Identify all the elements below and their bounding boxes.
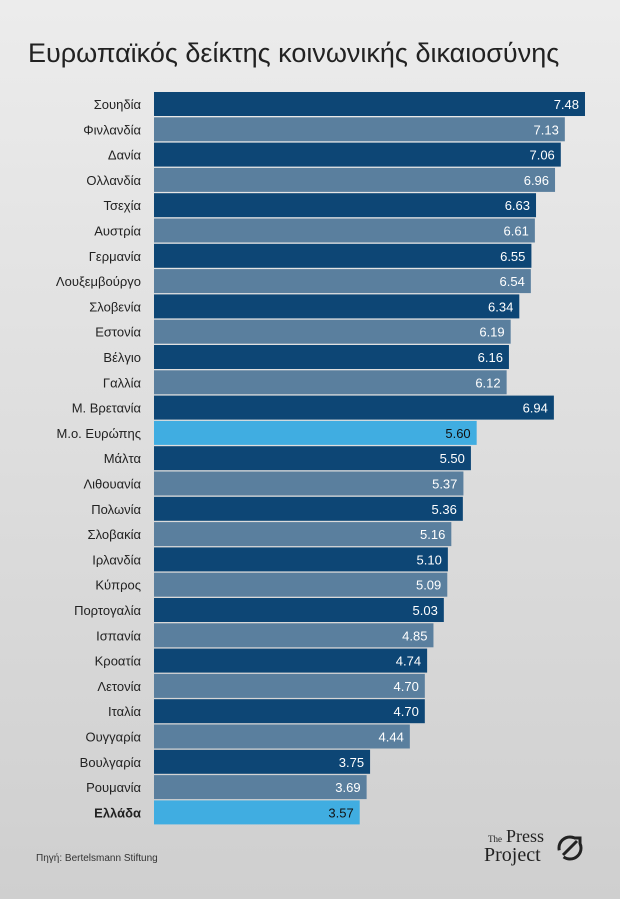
bar — [154, 243, 532, 268]
category-label: Κροατία — [95, 654, 142, 669]
bar — [154, 92, 585, 116]
value-label: 6.19 — [479, 325, 504, 340]
category-label: Σλοβακία — [88, 527, 142, 542]
category-label: Γαλλία — [103, 375, 142, 390]
value-label: 5.36 — [432, 502, 457, 517]
bar — [154, 749, 371, 774]
category-label: Φινλανδία — [83, 122, 141, 137]
press-project-logo: The Press Project — [484, 826, 604, 878]
value-label: 5.50 — [440, 451, 465, 466]
category-label: Σλοβενία — [89, 299, 141, 314]
bar — [154, 395, 554, 420]
value-label: 6.55 — [500, 249, 525, 264]
source-note: Πηγή: Bertelsmann Stiftung — [36, 853, 158, 864]
bar — [154, 471, 464, 496]
logo-press: Press — [506, 826, 545, 846]
value-label: 7.06 — [529, 148, 554, 163]
category-label: Λετονία — [97, 679, 141, 694]
category-label: Κύπρος — [95, 578, 141, 593]
bar — [154, 420, 477, 445]
value-label: 4.44 — [379, 730, 404, 745]
value-label: 3.75 — [339, 755, 364, 770]
bar — [154, 522, 452, 547]
category-label: Βουλγαρία — [80, 755, 142, 770]
category-label: Μ. Βρετανία — [72, 401, 142, 416]
bar — [154, 117, 565, 142]
bar — [154, 724, 410, 749]
value-label: 6.54 — [500, 274, 525, 289]
value-label: 6.96 — [524, 173, 549, 188]
value-label: 5.09 — [416, 578, 441, 593]
value-label: 7.48 — [554, 97, 579, 112]
category-label: Μάλτα — [104, 451, 142, 466]
category-label: Σουηδία — [94, 97, 142, 112]
value-label: 6.63 — [505, 198, 530, 213]
bar — [154, 547, 448, 572]
value-label: 5.10 — [417, 552, 442, 567]
category-label: Ιταλία — [108, 704, 141, 719]
value-label: 5.60 — [445, 426, 470, 441]
bar — [154, 345, 509, 369]
bar — [154, 648, 428, 673]
value-label: 4.74 — [396, 654, 421, 669]
category-label: Ρουμανία — [86, 780, 141, 795]
bar — [154, 167, 556, 192]
logo-the: The — [488, 834, 502, 844]
category-label: Πολωνία — [91, 502, 141, 517]
category-label: Εστονία — [95, 325, 141, 340]
value-label: 4.70 — [394, 704, 419, 719]
bar — [154, 446, 471, 471]
category-label: Ελλάδα — [94, 805, 141, 820]
value-label: 4.70 — [394, 679, 419, 694]
bar — [154, 370, 507, 395]
category-label: Ολλανδία — [86, 173, 141, 188]
value-label: 5.16 — [420, 527, 445, 542]
value-label: 3.57 — [328, 805, 353, 820]
category-label: Βέλγιο — [103, 350, 141, 365]
value-label: 6.34 — [488, 299, 513, 314]
bar — [154, 269, 531, 294]
bar — [154, 193, 537, 218]
logo-mark-icon — [557, 835, 583, 861]
value-label: 3.69 — [335, 780, 360, 795]
bar — [154, 623, 434, 648]
value-label: 6.12 — [475, 375, 500, 390]
logo-project: Project — [484, 844, 541, 866]
bar — [154, 496, 463, 521]
category-label: Λουξεμβούργο — [56, 274, 141, 289]
bar — [154, 319, 511, 344]
category-label: Ισπανία — [96, 628, 141, 643]
category-label: Τσεχία — [103, 198, 141, 213]
value-label: 6.61 — [504, 224, 529, 239]
bar — [154, 218, 535, 243]
value-label: 7.13 — [534, 122, 559, 137]
category-label: Μ.ο. Ευρώπης — [57, 426, 142, 441]
value-label: 5.03 — [413, 603, 438, 618]
category-label: Ουγγαρία — [85, 730, 141, 745]
bar — [154, 572, 448, 597]
value-label: 5.37 — [432, 477, 457, 492]
value-label: 6.94 — [523, 401, 548, 416]
bar — [154, 294, 520, 319]
category-label: Πορτογαλία — [74, 603, 141, 618]
bar — [154, 673, 425, 698]
chart-title: Ευρωπαϊκός δείκτης κοινωνικής δικαιοσύνη… — [28, 38, 560, 68]
category-label: Λιθουανία — [83, 477, 141, 492]
bar — [154, 775, 367, 800]
value-label: 6.16 — [478, 350, 503, 365]
category-label: Δανία — [108, 148, 142, 163]
category-label: Ιρλανδία — [92, 552, 141, 567]
bar — [154, 142, 561, 167]
bar — [154, 699, 425, 724]
value-label: 4.85 — [402, 628, 427, 643]
category-label: Αυστρία — [94, 224, 141, 239]
category-label: Γερμανία — [89, 249, 142, 264]
bar — [154, 598, 444, 622]
bar — [154, 800, 360, 825]
